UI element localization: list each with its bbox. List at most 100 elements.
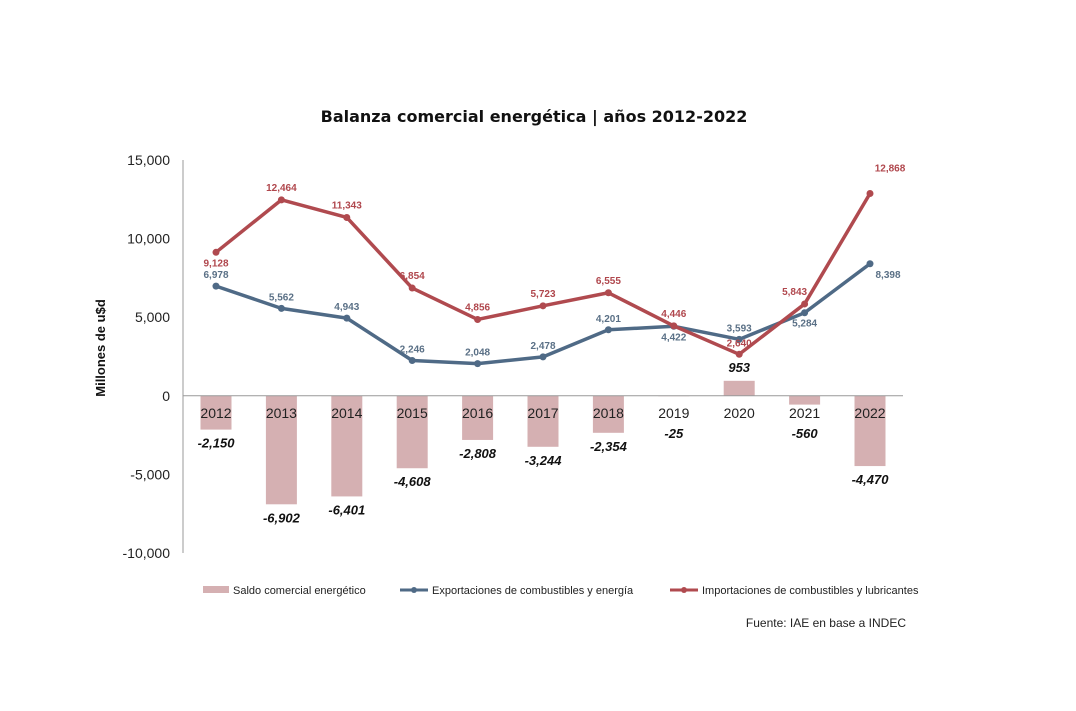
x-axis: 2012 2013 2014 2015 2016 2017 2018 2019 2020 2021… (183, 395, 903, 421)
bar-label: -2,354 (590, 439, 628, 454)
legend: Saldo comercial energético Exportaciones … (203, 585, 919, 597)
line-series (212, 190, 874, 368)
export-label: 4,201 (596, 314, 621, 325)
bar-saldo-2012 (200, 395, 232, 430)
import-label: 12,868 (875, 164, 906, 175)
export-label: 5,562 (269, 292, 294, 303)
legend-swatch-marker (411, 587, 417, 593)
x-tick-label: 2018 (593, 405, 624, 421)
y-tick-label: 15,000 (127, 152, 170, 168)
bar-saldo-2016 (462, 395, 494, 440)
point-exportaciones-2021 (801, 309, 809, 317)
x-tick-label: 2021 (789, 405, 820, 421)
point-exportaciones-2020 (735, 335, 743, 343)
point-importaciones-2020 (735, 350, 743, 358)
bar-saldo-2015 (396, 395, 428, 469)
legend-item-importaciones: Importaciones de combustibles y lubrican… (670, 585, 919, 597)
bar-label: -4,470 (852, 472, 890, 487)
point-importaciones-2022 (866, 190, 874, 198)
export-label: 2,246 (400, 344, 425, 355)
bar-saldo-2020 (723, 380, 755, 396)
chart-title: Balanza comercial energética | años 2012… (321, 107, 748, 127)
export-label: 4,422 (661, 332, 686, 343)
point-importaciones-2018 (604, 289, 612, 297)
bar-label: -4,608 (394, 474, 432, 489)
y-axis: 15,000 10,000 5,000 0 -5,000 -10,000 (123, 152, 184, 561)
legend-swatch-bar (203, 586, 229, 593)
bar-saldo-2013 (265, 395, 297, 505)
point-exportaciones-2016 (474, 360, 482, 368)
point-importaciones-2016 (474, 315, 482, 323)
point-importaciones-2013 (277, 196, 285, 204)
import-label: 6,854 (400, 271, 425, 282)
bar-label: -560 (792, 426, 819, 441)
y-tick-label: -5,000 (130, 466, 170, 482)
bar-label: -6,902 (263, 510, 301, 525)
x-tick-label: 2012 (200, 405, 231, 421)
export-label: 3,593 (727, 323, 752, 334)
legend-label: Importaciones de combustibles y lubrican… (702, 585, 919, 597)
import-label: 12,464 (266, 183, 297, 194)
export-label: 5,284 (792, 319, 817, 330)
bar-label: -25 (664, 426, 684, 441)
y-axis-label: Millones de u$d (93, 299, 108, 397)
import-label: 4,856 (465, 302, 490, 313)
legend-item-saldo: Saldo comercial energético (203, 585, 366, 597)
y-tick-label: -10,000 (123, 545, 171, 561)
bar-label: -2,808 (459, 446, 497, 461)
y-tick-label: 5,000 (135, 309, 170, 325)
export-label: 2,048 (465, 348, 490, 359)
point-exportaciones-2012 (212, 282, 220, 290)
point-exportaciones-2018 (604, 326, 612, 334)
bar-saldo-2022 (854, 395, 886, 467)
import-label: 2,640 (727, 338, 752, 349)
x-tick-label: 2015 (397, 405, 428, 421)
legend-label: Saldo comercial energético (233, 585, 366, 597)
point-importaciones-2012 (212, 248, 220, 256)
bar-saldo-2018 (592, 395, 624, 433)
import-label: 6,555 (596, 276, 621, 287)
legend-label: Exportaciones de combustibles y energía (432, 585, 634, 597)
bar-saldo-2021 (789, 395, 821, 405)
import-label: 5,723 (530, 289, 555, 300)
point-importaciones-2015 (408, 284, 416, 292)
point-importaciones-2017 (539, 302, 547, 310)
export-label: 8,398 (875, 270, 900, 281)
legend-item-exportaciones: Exportaciones de combustibles y energía (400, 585, 634, 597)
x-tick-label: 2013 (266, 405, 297, 421)
import-label: 11,343 (332, 200, 362, 211)
legend-swatch-marker (681, 587, 687, 593)
x-tick-label: 2019 (658, 405, 689, 421)
x-tick-label: 2014 (331, 405, 362, 421)
export-label: 4,943 (334, 302, 359, 313)
point-exportaciones-2014 (343, 314, 351, 322)
bar-label: -6,401 (328, 502, 365, 517)
import-label: 4,446 (661, 309, 686, 320)
data-labels: -2,150 -6,902 -6,401 -4,608 -2,808 -3,244 -2,3… (198, 164, 906, 526)
bar-label: -2,150 (198, 436, 236, 451)
point-importaciones-2019 (670, 322, 678, 330)
y-tick-label: 10,000 (127, 231, 170, 247)
y-tick-label: 0 (162, 388, 170, 404)
bar-label: -3,244 (525, 453, 563, 468)
x-tick-label: 2017 (527, 405, 558, 421)
bar-series (200, 380, 886, 505)
x-tick-label: 2022 (854, 405, 885, 421)
point-importaciones-2014 (343, 213, 351, 221)
point-exportaciones-2015 (408, 356, 416, 364)
import-label: 9,128 (203, 258, 228, 269)
point-exportaciones-2017 (539, 353, 547, 361)
point-exportaciones-2022 (866, 260, 874, 268)
line-importaciones (214, 192, 872, 357)
import-label: 5,843 (782, 287, 807, 298)
bar-saldo-2014 (331, 395, 363, 497)
point-importaciones-2021 (801, 300, 809, 308)
x-tick-label: 2020 (724, 405, 755, 421)
source-note: Fuente: IAE en base a INDEC (746, 616, 906, 630)
point-exportaciones-2013 (277, 304, 285, 312)
bar-label: 953 (728, 360, 750, 375)
export-label: 2,478 (530, 341, 555, 352)
x-tick-label: 2016 (462, 405, 493, 421)
bar-saldo-2017 (527, 395, 559, 447)
